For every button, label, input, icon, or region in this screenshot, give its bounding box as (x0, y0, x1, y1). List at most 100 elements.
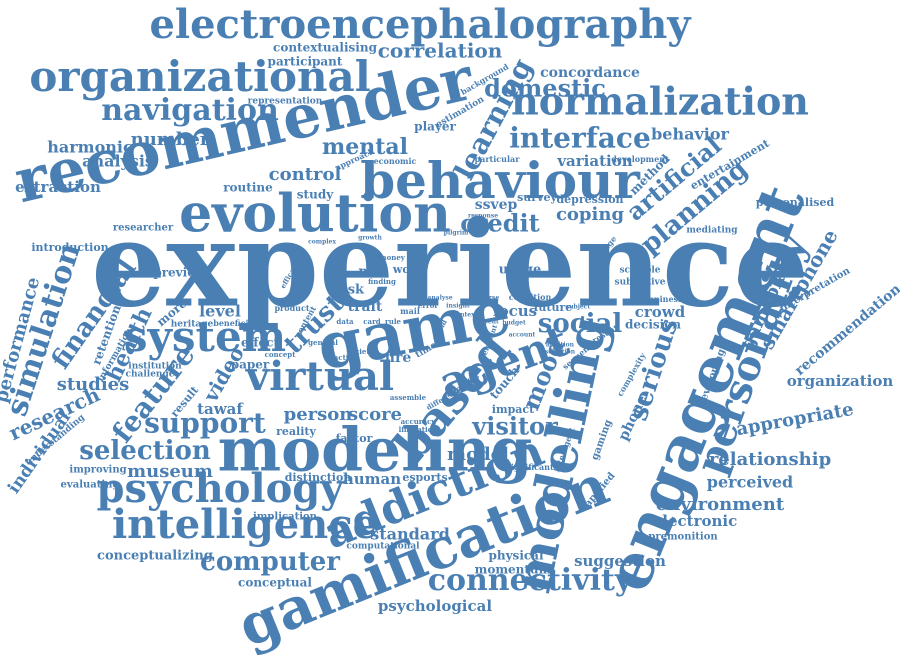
cloud-word-heritage: heritage (171, 320, 214, 330)
cloud-word-introduction: introduction (31, 241, 108, 254)
cloud-word-happiness: happiness (637, 294, 683, 304)
cloud-word-player: player (414, 120, 456, 134)
cloud-word-subject: subject (566, 304, 591, 311)
cloud-word-mental: mental (322, 134, 408, 160)
cloud-word-esports: esports (402, 471, 447, 484)
cloud-word-perceived: perceived (707, 473, 793, 492)
cloud-word-mail: mail (400, 306, 420, 316)
cloud-word-virtual: virtual (245, 353, 394, 400)
cloud-word-support: support (144, 407, 266, 440)
cloud-word-context: context (453, 312, 478, 319)
cloud-word-trait: trait (348, 299, 383, 315)
cloud-word-crowd: crowd (635, 303, 686, 321)
cloud-word-score: score (348, 404, 402, 425)
cloud-word-locus: locus (493, 302, 537, 320)
cloud-word-accuracy: accuracy (401, 417, 437, 426)
cloud-word-society: society (346, 347, 374, 356)
cloud-word-complex: complex (308, 239, 336, 246)
cloud-word-effect: effect (241, 336, 279, 350)
cloud-word-evaluating: evaluating (61, 480, 120, 491)
cloud-word-physical: physical (488, 549, 543, 563)
cloud-word-scalable: scalable (619, 266, 660, 276)
cloud-word-assemble: assemble (390, 393, 427, 402)
cloud-word-harmonic: harmonic (47, 138, 133, 157)
cloud-word-extraction: extraction (15, 178, 101, 196)
cloud-word-selection: selection (79, 436, 211, 466)
cloud-word-concept: concept (265, 350, 297, 359)
cloud-word-recent: recent (477, 319, 499, 326)
cloud-word-normalization: normalization (511, 79, 809, 124)
cloud-word-modeling: modeling (218, 416, 533, 486)
cloud-word-brain: brain (248, 246, 268, 284)
cloud-word-institution: institution (128, 362, 182, 372)
cloud-word-connectivity: connectivity (428, 563, 634, 598)
cloud-word-electroencephalography: electroencephalography (149, 1, 692, 48)
cloud-word-researcher: researcher (113, 223, 174, 234)
cloud-word-pilgrim: pilgrim (444, 230, 469, 237)
cloud-word-fire: fire (385, 350, 412, 366)
cloud-word-selection: selection (545, 349, 576, 356)
cloud-word-conceptual: conceptual (238, 576, 312, 590)
cloud-word-studies: studies (57, 374, 130, 395)
cloud-word-premonition: premonition (648, 532, 718, 543)
cloud-word-course: course (477, 295, 500, 302)
cloud-word-improving: improving (69, 465, 126, 476)
cloud-word-response: response (468, 213, 498, 220)
cloud-word-challenge: challenge (126, 370, 175, 380)
cloud-word-routine: routine (223, 181, 273, 195)
cloud-word-subjective: subjective (615, 278, 666, 288)
cloud-word-implication: implication (253, 512, 318, 523)
cloud-word-previous: previous (153, 266, 211, 280)
cloud-word-intelligence: intelligence (112, 501, 378, 548)
cloud-word-level: level (199, 302, 241, 321)
cloud-word-visitor: visitor (471, 412, 558, 441)
cloud-word-work: work (392, 263, 424, 276)
cloud-word-budget: budget (502, 320, 526, 327)
cloud-word-reality: reality (276, 425, 316, 438)
cloud-word-ssvep: ssvep (475, 197, 518, 213)
cloud-word-factor: factor (336, 432, 373, 445)
cloud-word-rule: rule (385, 317, 401, 326)
cloud-word-contextualising: contextualising (273, 41, 378, 55)
cloud-word-particular: particular (475, 154, 521, 164)
cloud-word-analysis: analysis (82, 152, 154, 171)
cloud-word-usage: usage (499, 263, 542, 278)
cloud-word-navigation: navigation (101, 93, 279, 128)
cloud-word-distinction: distinction (285, 471, 352, 484)
cloud-word-limitation: limitation (399, 425, 438, 434)
cloud-word-card: card (363, 317, 380, 326)
cloud-word-impact: impact (492, 403, 535, 416)
cloud-word-correlation: correlation (378, 39, 503, 63)
cloud-word-money: money (379, 253, 406, 262)
cloud-word-account: account (509, 332, 536, 339)
cloud-word-product: product (274, 303, 309, 313)
cloud-word-environment: environment (656, 494, 785, 515)
cloud-word-beneficial: beneficial (213, 318, 257, 328)
cloud-word-representation: representation (248, 97, 323, 107)
cloud-word-development: development (611, 154, 669, 164)
cloud-word-behavior: behavior (651, 125, 729, 144)
cloud-word-mediating: mediating (686, 226, 738, 236)
cloud-word-experience: experience (91, 195, 809, 334)
cloud-word-model: model (447, 444, 509, 465)
cloud-word-depression: depression (556, 193, 623, 206)
cloud-word-analyse: analyse (427, 295, 452, 302)
cloud-word-survey: survey (517, 191, 557, 204)
cloud-word-interface: interface (509, 122, 651, 155)
cloud-word-computer: computer (200, 547, 340, 577)
cloud-word-paper: paper (231, 358, 270, 372)
cloud-word-data: data (336, 317, 354, 326)
cloud-word-concordance: concordance (540, 65, 640, 81)
cloud-word-growth: growth (358, 235, 382, 242)
cloud-word-participant: participant (268, 55, 343, 69)
cloud-word-decision: decision (625, 318, 681, 332)
cloud-word-computational: computational (346, 542, 420, 552)
cloud-word-standard: standard (370, 525, 450, 544)
cloud-word-study: study (297, 188, 334, 202)
cloud-word-social: social (538, 309, 623, 339)
cloud-word-finding: finding (368, 277, 396, 286)
cloud-word-condition: condition (509, 292, 552, 302)
cloud-word-significant: significant (506, 462, 554, 472)
